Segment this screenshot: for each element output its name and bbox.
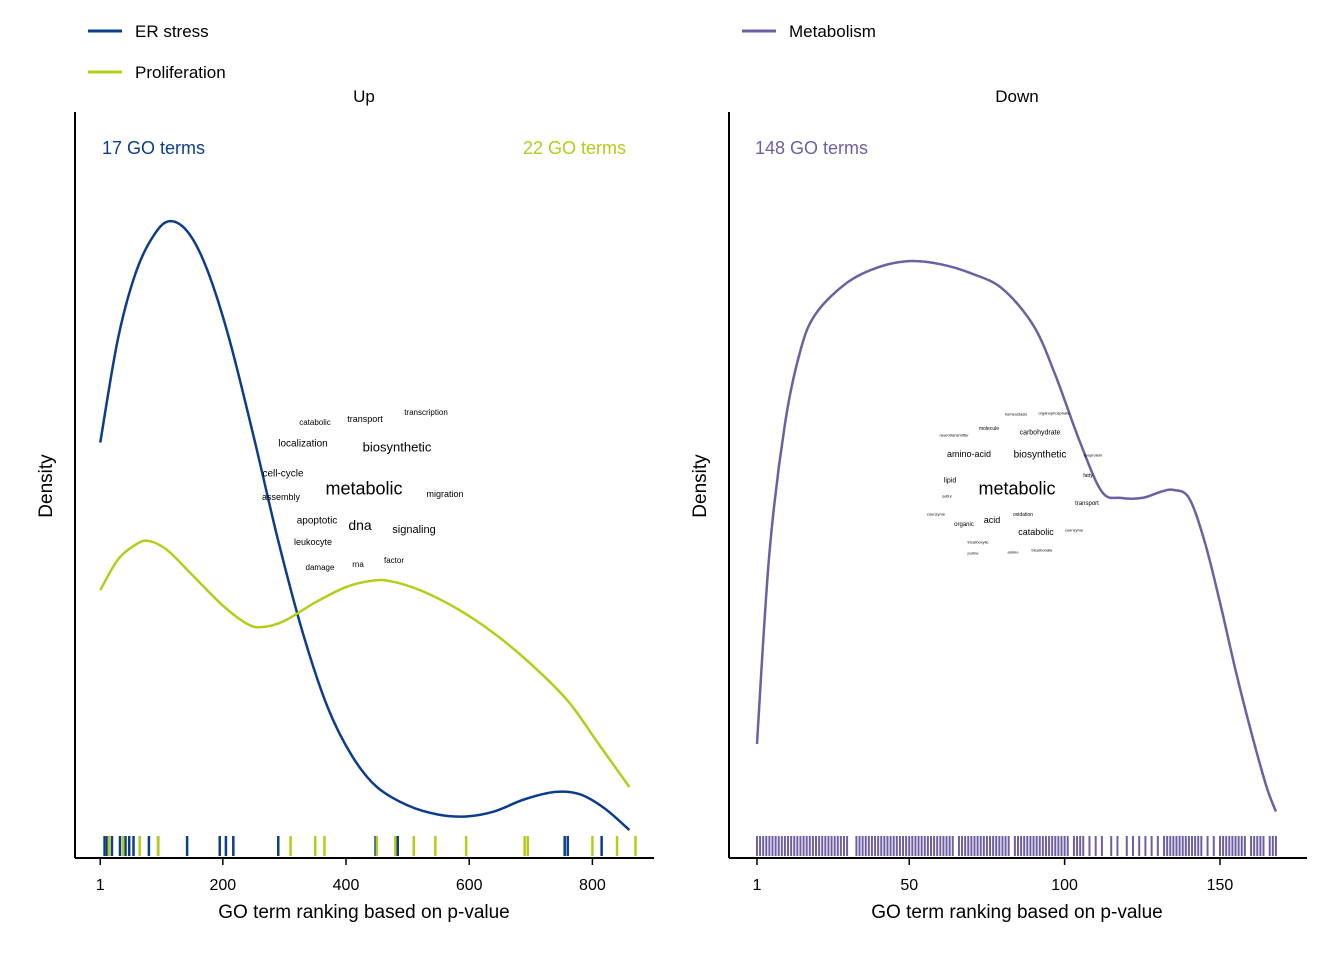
legend-label-proliferation: Proliferation	[135, 63, 226, 82]
word-cloud-term: biosynthetic	[363, 440, 432, 455]
word-cloud-term: molecule	[979, 426, 999, 432]
x-tick-label: 1	[96, 877, 105, 894]
panel-title-down: Down	[995, 87, 1038, 106]
word-cloud-term: leukocyte	[294, 537, 332, 547]
count-label-metabolism: 148 GO terms	[755, 138, 868, 158]
word-cloud-term: coenzyme	[927, 511, 946, 516]
legend: ER stress Proliferation Metabolism	[88, 22, 876, 82]
word-cloud-term: organophosphate	[1038, 410, 1070, 415]
x-tick-label: 600	[456, 877, 483, 894]
word-cloud-term: migration	[426, 489, 463, 499]
y-axis-title-down: Density	[690, 454, 711, 518]
word-cloud-term: transcription	[404, 408, 448, 417]
curve-group-down	[755, 259, 1278, 813]
word-cloud-term: dna	[348, 517, 372, 533]
word-cloud-term: metabolic	[325, 478, 402, 498]
word-cloud-term: oxidation	[1013, 512, 1033, 518]
word-cloud-term: transport	[1075, 501, 1099, 507]
tick-group-up: 1 200 400 600 800	[96, 858, 606, 894]
density-curve-metabolism	[755, 259, 1278, 813]
x-tick-label: 200	[209, 877, 236, 894]
word-cloud-term: damage	[306, 563, 335, 572]
word-cloud-term: lipoprotein	[1084, 452, 1102, 457]
word-cloud-term: homeostasis	[1005, 411, 1027, 416]
x-tick-label: 150	[1207, 877, 1234, 894]
x-axis-title-down: GO term ranking based on p-value	[871, 902, 1163, 923]
word-cloud-term: carbohydrate	[1020, 429, 1061, 436]
panel-title-up: Up	[353, 87, 375, 106]
word-cloud-up: catabolic transport transcription localizat…	[262, 408, 464, 572]
word-cloud-term: organic	[954, 522, 974, 528]
rug-group-up	[103, 836, 637, 856]
word-cloud-term: biosynthetic	[1014, 450, 1067, 461]
curve-group-up	[99, 219, 631, 831]
word-cloud-term: rna	[352, 560, 364, 569]
density-curve-proliferation	[99, 539, 631, 788]
x-tick-label: 1	[753, 877, 762, 894]
word-cloud-term: tricarboxylic	[967, 539, 988, 544]
x-tick-label: 800	[579, 877, 606, 894]
y-axis-title-up: Density	[36, 454, 57, 518]
word-cloud-term: cell-cycle	[262, 469, 304, 480]
panel-down: Down 1 50 100 150 homeostasis organophosphat…	[690, 87, 1307, 923]
word-cloud-term: purine	[967, 550, 979, 555]
word-cloud-term: signaling	[392, 524, 435, 536]
x-tick-label: 400	[333, 877, 360, 894]
word-cloud-term: assembly	[262, 492, 301, 502]
word-cloud-term: lipid	[944, 477, 957, 484]
rug-group-down	[755, 836, 1277, 856]
x-tick-label: 100	[1051, 877, 1078, 894]
word-cloud-term: catabolic	[299, 418, 331, 427]
word-cloud-term: coenzyme	[1065, 527, 1084, 532]
x-axis-title-up: GO term ranking based on p-value	[218, 902, 510, 923]
legend-label-er-stress: ER stress	[135, 22, 209, 41]
word-cloud-term: amino	[1008, 549, 1020, 554]
word-cloud-term: bicarbonate	[1032, 547, 1054, 552]
word-cloud-term: metabolic	[978, 478, 1055, 498]
count-label-er-stress: 17 GO terms	[102, 138, 205, 158]
word-cloud-term: catabolic	[1018, 527, 1054, 537]
word-cloud-term: acid	[984, 515, 1001, 525]
word-cloud-down: homeostasis organophosphate molecule carboh…	[927, 410, 1102, 555]
count-label-proliferation: 22 GO terms	[523, 138, 626, 158]
word-cloud-term: amino-acid	[947, 449, 991, 459]
word-cloud-term: apoptotic	[297, 516, 338, 527]
word-cloud-term: factor	[384, 556, 404, 565]
word-cloud-term: localization	[278, 439, 327, 450]
x-tick-label: 50	[900, 877, 918, 894]
legend-label-metabolism: Metabolism	[789, 22, 876, 41]
tick-group-down: 1 50 100 150	[753, 858, 1234, 894]
density-curve-er-stress	[99, 219, 631, 831]
panel-up: Up 1 200 400 600 800 catabolic transport trans…	[36, 87, 654, 923]
word-cloud-term: fatty	[1083, 473, 1093, 479]
word-cloud-term: transport	[347, 414, 383, 424]
word-cloud-term: sulfur	[942, 493, 952, 498]
word-cloud-term: neurotransmitter	[939, 432, 969, 437]
